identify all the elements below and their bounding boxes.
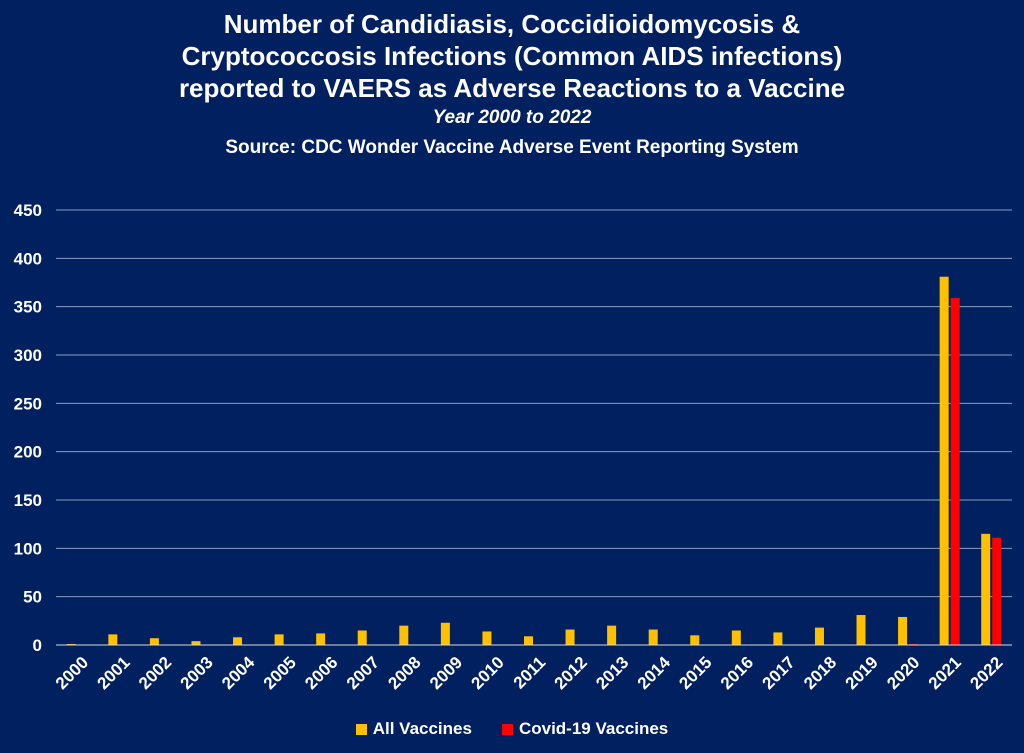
chart-title-line-3: reported to VAERS as Adverse Reactions t…	[178, 73, 846, 103]
y-tick-label: 200	[14, 443, 42, 462]
x-tick-label: 2006	[301, 653, 341, 693]
bar-covid-vaccines	[950, 297, 960, 645]
bar-all-vaccines	[316, 633, 326, 645]
x-tick-label: 2003	[177, 653, 217, 693]
x-tick-label: 2022	[966, 653, 1006, 693]
bar-all-vaccines	[814, 627, 824, 645]
y-tick-label: 0	[33, 636, 42, 655]
legend-item-all-vaccines: All Vaccines	[355, 719, 472, 739]
bar-all-vaccines	[981, 533, 991, 645]
y-tick-label: 250	[14, 394, 42, 413]
x-tick-label: 2021	[925, 653, 965, 693]
x-tick-label: 2008	[384, 653, 424, 693]
y-tick-label: 350	[14, 298, 42, 317]
bar-all-vaccines	[191, 641, 201, 645]
x-tick-label: 2016	[717, 653, 757, 693]
legend-item-covid-vaccines: Covid-19 Vaccines	[501, 719, 669, 739]
bar-all-vaccines	[856, 615, 866, 645]
bar-all-vaccines	[524, 636, 533, 645]
y-tick-label: 400	[14, 249, 42, 268]
y-tick-label: 300	[14, 346, 42, 365]
bar-all-vaccines	[274, 634, 284, 645]
chart-source: Source: CDC Wonder Vaccine Adverse Event…	[225, 137, 799, 158]
x-tick-label: 2001	[93, 653, 133, 693]
bar-all-vaccines	[690, 635, 700, 645]
chart-title-line-2: Cryptococcosis Infections (Common AIDS i…	[181, 41, 843, 71]
x-tick-label: 2010	[468, 653, 508, 693]
y-tick-label: 150	[14, 491, 42, 510]
x-tick-label: 2019	[842, 653, 882, 693]
bar-all-vaccines	[482, 631, 492, 645]
bar-all-vaccines	[440, 622, 450, 645]
legend-label-all-vaccines: All Vaccines	[372, 719, 472, 738]
x-tick-label: 2007	[343, 653, 383, 693]
bar-all-vaccines	[233, 637, 243, 645]
bar-all-vaccines	[898, 616, 908, 645]
y-tick-label: 100	[14, 539, 42, 558]
bar-all-vaccines	[648, 629, 658, 645]
x-tick-label: 2017	[759, 653, 799, 693]
x-tick-label: 2018	[800, 653, 840, 693]
y-tick-label: 50	[23, 588, 42, 607]
x-tick-label: 2015	[675, 653, 715, 693]
x-tick-label: 2009	[426, 653, 466, 693]
bar-all-vaccines	[939, 276, 949, 645]
chart-legend: All Vaccines Covid-19 Vaccines	[0, 719, 1024, 739]
chart-header: Number of Candidiasis, Coccidioidomycosi…	[0, 8, 1024, 160]
x-tick-label: 2012	[551, 653, 591, 693]
chart-subtitle: Year 2000 to 2022	[432, 107, 592, 128]
x-tick-label: 2014	[634, 652, 675, 693]
y-tick-label: 450	[14, 201, 42, 220]
legend-label-covid-vaccines: Covid-19 Vaccines	[518, 719, 669, 738]
x-tick-label: 2013	[592, 653, 632, 693]
bar-all-vaccines	[565, 629, 575, 645]
x-tick-label: 2002	[135, 653, 175, 693]
x-tick-label: 2005	[260, 653, 300, 693]
legend-swatch-covid-vaccines	[501, 723, 513, 735]
bar-all-vaccines	[399, 625, 409, 645]
x-tick-label: 2000	[52, 653, 92, 693]
bar-all-vaccines	[149, 638, 159, 645]
chart-title-line-1: Number of Candidiasis, Coccidioidomycosi…	[223, 9, 801, 39]
bar-all-vaccines	[773, 632, 783, 645]
bar-covid-vaccines	[992, 537, 1002, 645]
bar-all-vaccines	[357, 630, 367, 645]
x-tick-label: 2020	[883, 653, 923, 693]
x-tick-label: 2011	[510, 653, 550, 693]
bar-all-vaccines	[607, 625, 617, 645]
bar-all-vaccines	[731, 630, 741, 645]
legend-swatch-all-vaccines	[355, 723, 367, 735]
bar-all-vaccines	[108, 634, 118, 645]
x-tick-label: 2004	[218, 652, 259, 693]
